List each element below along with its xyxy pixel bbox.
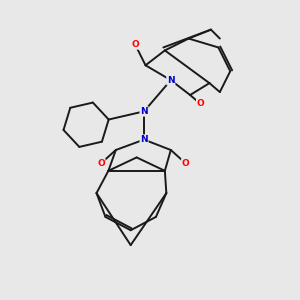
Text: N: N	[167, 76, 175, 85]
Text: O: O	[197, 99, 204, 108]
Text: N: N	[140, 107, 148, 116]
Text: O: O	[182, 159, 190, 168]
Text: O: O	[97, 159, 105, 168]
Text: N: N	[140, 135, 148, 144]
Text: O: O	[131, 40, 139, 49]
